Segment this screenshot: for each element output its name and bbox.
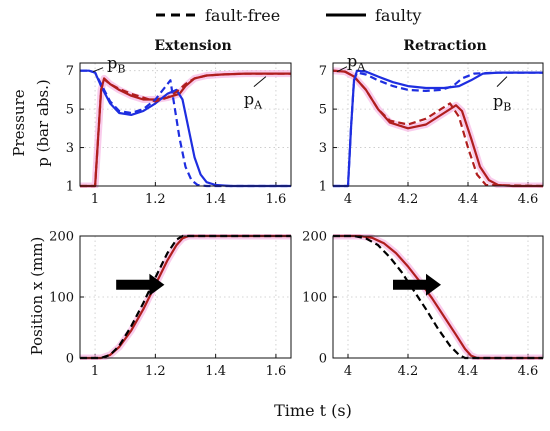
panel-3: 4 4.2 4.4 4.6 0 100 200 [302, 230, 544, 379]
panel-2: 1 1.2 1.4 1.6 0 100 200 [49, 230, 292, 379]
annotation-pB: pB [493, 92, 511, 114]
y-tick-label: 1 [66, 180, 74, 195]
pressure-label-line2: p (bar abs.) [34, 79, 52, 167]
legend-faulty-label: faulty [375, 6, 421, 25]
annotation-pB: pB [107, 54, 125, 76]
chart-panels: 1 1.2 1.4 1.6 1 3 5 7 pB pA 4 4.2 4.4 4.6 1 3 5 7 pA pB 1 1.2… [49, 52, 544, 379]
series-line-p-a-fault-free [80, 72, 291, 188]
y-tick-label: 200 [49, 230, 74, 245]
annotation-pointer [336, 66, 348, 73]
x-tick-label: 1.6 [266, 364, 287, 379]
x-tick-label: 4.2 [398, 192, 419, 207]
x-tick-label: 1 [91, 364, 99, 379]
y-tick-label: 1 [319, 180, 327, 195]
series-line-x-fault-free [80, 234, 291, 360]
x-tick-label: 4.6 [518, 192, 539, 207]
series-line-x-fault-free [333, 234, 543, 360]
y-tick-label: 0 [319, 352, 327, 367]
axes-frame [79, 235, 292, 359]
y-tick-label: 3 [319, 141, 327, 156]
legend-fault-free-label: fault-free [205, 6, 280, 25]
panel-1: 4 4.2 4.4 4.6 1 3 5 7 pA pB [319, 52, 544, 207]
annotation-pointer [496, 76, 508, 87]
series-line-p-b-faulty [333, 69, 543, 188]
x-tick-label: 1.2 [145, 192, 166, 207]
series-line-p-b-fault-free [333, 71, 543, 188]
y-tick-label: 0 [66, 352, 74, 367]
x-tick-label: 4.2 [398, 364, 419, 379]
panel-title-extension: Extension [154, 38, 231, 54]
x-tick-label: 4.4 [458, 192, 479, 207]
y-tick-label: 7 [66, 64, 74, 79]
panel-title-retraction: Retraction [403, 38, 486, 54]
pressure-label-line1: Pressure [10, 89, 28, 156]
series-group [80, 69, 291, 188]
x-tick-label: 1.6 [266, 192, 287, 207]
y-tick-label: 7 [319, 64, 327, 79]
x-tick-label: 4 [344, 364, 352, 379]
series-line-p-a-fault-free [333, 69, 543, 188]
axes-frame [332, 235, 544, 359]
series-line-x-faulty [80, 234, 291, 360]
x-tick-label: 4 [344, 192, 352, 207]
panel-0: 1 1.2 1.4 1.6 1 3 5 7 pB pA [66, 54, 292, 207]
y-tick-label: 100 [302, 291, 327, 306]
x-tick-label: 4.4 [458, 364, 479, 379]
series-group [80, 234, 291, 360]
x-tick-label: 1 [91, 192, 99, 207]
y-tick-label: 3 [66, 141, 74, 156]
motion-arrow-icon [393, 273, 441, 296]
y-tick-label: 100 [49, 291, 74, 306]
annotation-pA: pA [244, 90, 263, 112]
axes-frame [332, 62, 544, 187]
x-tick-label: 1.2 [145, 364, 166, 379]
y-tick-label: 200 [302, 230, 327, 245]
annotation-pointer [253, 76, 267, 87]
x-tick-label: 4.6 [518, 364, 539, 379]
series-group [333, 67, 543, 188]
x-tick-label: 1.4 [205, 364, 226, 379]
y-tick-label: 5 [319, 103, 327, 118]
motion-arrow-icon [116, 273, 165, 296]
annotation-pointer [92, 67, 104, 73]
x-tick-label: 1.4 [205, 192, 226, 207]
position-label: Position x (mm) [28, 237, 46, 356]
y-tick-label: 5 [66, 103, 74, 118]
time-label: Time t (s) [274, 401, 352, 420]
axes-frame [79, 62, 292, 187]
legend: fault-free faulty [156, 6, 421, 25]
series-line-p-b-fault-free [80, 69, 291, 188]
annotation-pA: pA [347, 52, 366, 74]
